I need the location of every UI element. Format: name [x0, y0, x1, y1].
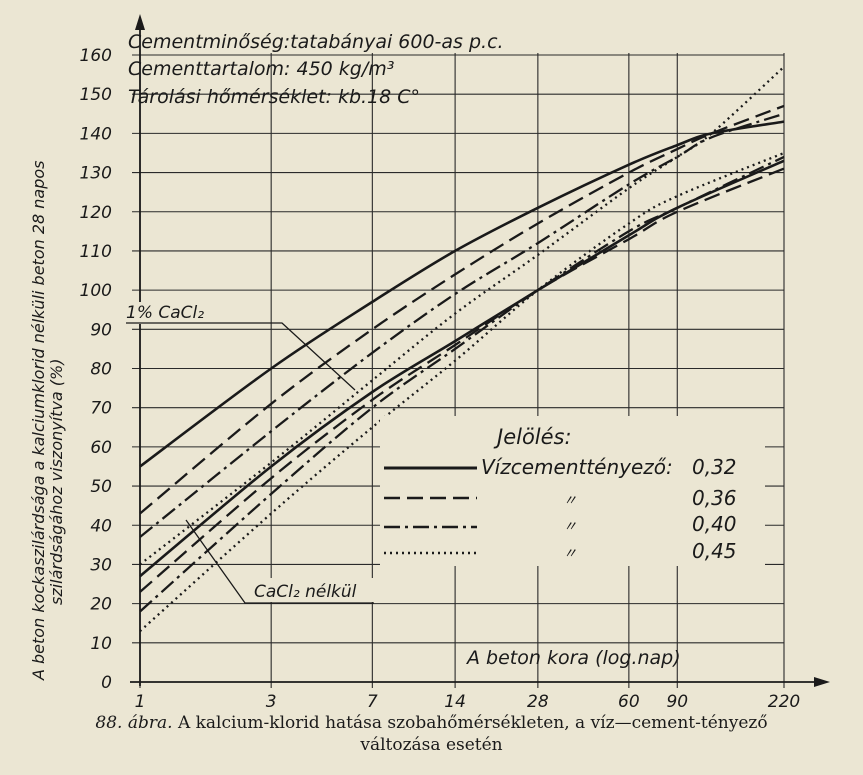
y-tick-label-140: 140 — [80, 124, 112, 144]
y-tick-label-0: 0 — [101, 673, 112, 693]
y-axis-arrow — [135, 14, 145, 30]
chart-title-line-3: Tárolási hőmérséklet: kb.18 C° — [128, 86, 420, 108]
legend-value-1: 0,32 — [692, 455, 737, 479]
legend-ditto-4: 〃 — [563, 546, 577, 562]
y-tick-label-110: 110 — [80, 242, 112, 262]
caption-text-1: A kalcium-klorid hatása szobahőmérséklet… — [177, 713, 768, 733]
y-tick-label-100: 100 — [80, 281, 112, 301]
y-tick-label-90: 90 — [90, 320, 112, 340]
x-tick-label-220: 220 — [768, 692, 800, 712]
legend-title: Jelölés: — [493, 425, 572, 449]
x-tick-label-7: 7 — [367, 692, 378, 712]
legend-bg — [380, 416, 765, 566]
y-axis-label: A beton kockaszilárdsága a kalciumklorid… — [29, 160, 66, 681]
series-line-no-cacl2-solid — [139, 159, 785, 578]
chart: 0102030405060708090100110120130140150160… — [29, 14, 830, 712]
legend-header: Vízcementtényező: — [481, 455, 673, 479]
series-line-cacl2-dashed — [139, 104, 785, 515]
x-axis-arrow — [814, 677, 830, 687]
figure-caption: 88. ábra. A kalcium-klorid hatása szobah… — [0, 712, 863, 756]
y-axis-label-line-2: szilárdságához viszonyítva (%) — [47, 359, 66, 606]
grid — [132, 53, 785, 688]
y-axis-label-line-1: A beton kockaszilárdsága a kalciumklorid… — [29, 160, 48, 681]
annotation-without-cacl2-label: CaCl₂ nélkül — [254, 582, 357, 602]
legend-value-4: 0,45 — [692, 539, 737, 563]
legend: Jelölés: Vízcementtényező: 0,32 〃 0,36 〃… — [380, 416, 765, 566]
legend-value-3: 0,40 — [692, 512, 737, 536]
series-line-no-cacl2-dashed — [139, 167, 785, 593]
annotation-with-cacl2: 1% CaCl₂ — [122, 302, 356, 391]
chart-title-line-1: Cementminőség:tatabányai 600-as p.c. — [128, 31, 504, 53]
caption-figure-number: 88. ábra. — [95, 713, 173, 733]
x-axis-label: A beton kora (log.nap) — [465, 647, 681, 669]
chart-title-block: Cementminőség:tatabányai 600-as p.c. Cem… — [128, 31, 504, 108]
y-tick-label-120: 120 — [80, 203, 112, 223]
y-tick-label-80: 80 — [90, 360, 112, 380]
annotation-without-cacl2: CaCl₂ nélkül — [185, 519, 376, 604]
x-tick-label-1: 1 — [135, 692, 146, 712]
series-lines — [139, 65, 785, 632]
x-tick-label-60: 60 — [618, 692, 640, 712]
legend-ditto-2: 〃 — [563, 493, 577, 509]
y-tick-label-160: 160 — [80, 46, 112, 66]
annotation-without-cacl2-leader — [185, 519, 374, 604]
annotation-without-cacl2-bg — [250, 578, 376, 602]
axes — [130, 14, 830, 687]
y-tick-label-70: 70 — [90, 399, 112, 419]
legend-ditto-3: 〃 — [563, 519, 577, 535]
y-tick-label-40: 40 — [90, 516, 112, 536]
x-tick-label-90: 90 — [666, 692, 688, 712]
annotation-with-cacl2-bg — [122, 302, 218, 324]
y-tick-label-130: 130 — [80, 164, 112, 184]
legend-value-2: 0,36 — [692, 486, 737, 510]
x-tick-labels: 1 3 7 14 28 60 90 220 — [135, 692, 801, 712]
y-tick-label-50: 50 — [90, 477, 112, 497]
x-tick-label-3: 3 — [266, 692, 277, 712]
caption-text-2: változása esetén — [360, 735, 503, 755]
y-tick-label-20: 20 — [90, 595, 112, 615]
chart-title-line-2: Cementtartalom: 450 kg/m³ — [128, 58, 394, 80]
series-line-cacl2-solid — [139, 120, 785, 468]
series-line-cacl2-dotted — [139, 65, 785, 566]
y-tick-label-30: 30 — [90, 555, 112, 575]
caption-line-1: 88. ábra. A kalcium-klorid hatása szobah… — [0, 712, 863, 734]
y-tick-labels: 0 10 20 30 40 50 60 70 80 90 100 110 120 130 140 150 160 — [80, 46, 112, 693]
y-tick-label-60: 60 — [90, 438, 112, 458]
x-tick-label-28: 28 — [527, 692, 549, 712]
annotation-with-cacl2-label: 1% CaCl₂ — [126, 303, 204, 323]
annotation-with-cacl2-leader — [126, 322, 356, 391]
y-tick-label-150: 150 — [80, 85, 112, 105]
y-tick-label-10: 10 — [90, 634, 112, 654]
series-line-no-cacl2-dashdot — [139, 155, 785, 613]
x-tick-label-14: 14 — [444, 692, 466, 712]
